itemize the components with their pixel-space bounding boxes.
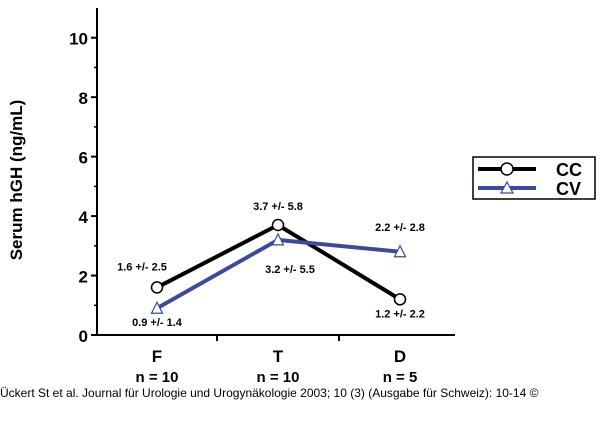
series-layer: 1.6 +/- 2.5 3.7 +/- 5.8 1.2 +/- 2.2 0.9 +/-… xyxy=(117,201,425,329)
y-tick-label: 4 xyxy=(79,208,89,227)
data-label-cc: 3.7 +/- 5.8 xyxy=(253,201,303,213)
data-point-cv xyxy=(393,244,407,258)
y-tick-label: 8 xyxy=(79,89,88,108)
x-category-n: n = 5 xyxy=(383,369,418,386)
y-axis: 0 2 4 6 8 10 xyxy=(69,8,98,346)
source-credit: Ückert St et al. Journal für Urologie un… xyxy=(0,386,539,400)
data-label-cv: 0.9 +/- 1.4 xyxy=(132,317,183,329)
y-tick-label: 6 xyxy=(79,149,88,168)
y-tick-label: 0 xyxy=(79,327,88,346)
data-point-cc xyxy=(393,293,407,306)
legend-label-cv: CV xyxy=(556,179,581,199)
x-category-label: T xyxy=(273,347,284,366)
x-category-n: n = 10 xyxy=(136,369,179,386)
line-chart: 0 2 4 6 8 10 Fn = 10 Tn = 10 Dn = 5 Serum hGH (… xyxy=(7,8,596,386)
x-category-label: F xyxy=(152,347,162,366)
y-axis-label: Serum hGH (ng/mL) xyxy=(7,100,26,261)
x-category-n: n = 10 xyxy=(257,369,300,386)
data-point-cc xyxy=(150,281,164,294)
x-axis: Fn = 10 Tn = 10 Dn = 5 xyxy=(97,334,455,386)
legend-marker-cc xyxy=(500,162,514,176)
x-category-label: D xyxy=(394,347,406,366)
data-label-cv: 2.2 +/- 2.8 xyxy=(375,222,425,234)
y-tick-label: 2 xyxy=(79,268,88,287)
data-label-cc: 1.2 +/- 2.2 xyxy=(375,308,425,320)
data-point-cv xyxy=(271,232,285,246)
legend-marker-cv xyxy=(499,180,515,194)
legend-label-cc: CC xyxy=(556,160,582,180)
legend-box xyxy=(472,156,596,200)
data-label-cc: 1.6 +/- 2.5 xyxy=(117,261,167,273)
data-point-cc xyxy=(271,218,285,232)
data-point-cv xyxy=(150,300,164,314)
data-label-cv: 3.2 +/- 5.5 xyxy=(265,264,315,276)
y-tick-label: 10 xyxy=(69,30,88,49)
